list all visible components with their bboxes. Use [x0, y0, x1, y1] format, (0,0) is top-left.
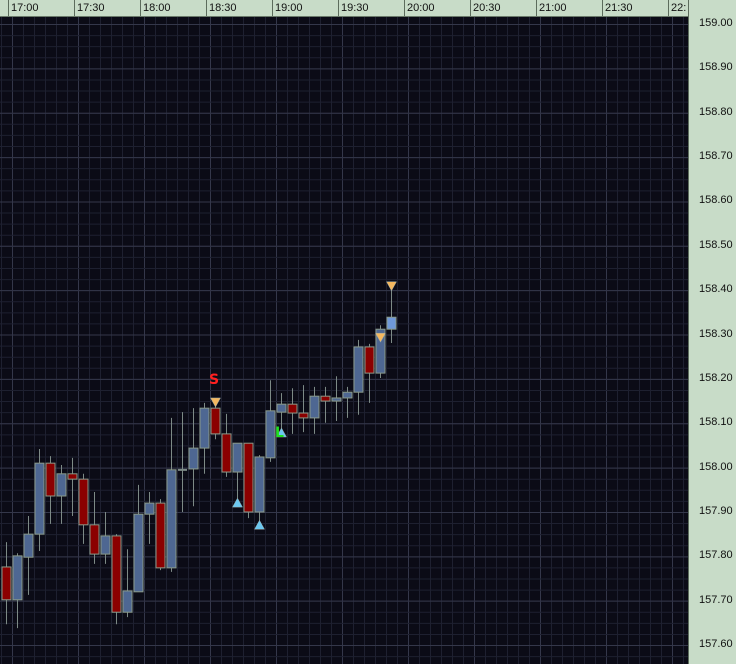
candle-body — [320, 395, 331, 402]
candle-body — [56, 473, 67, 497]
candle-body — [1, 566, 12, 601]
candlestick-chart[interactable]: SL — [0, 17, 688, 664]
candle-body — [210, 407, 221, 435]
candle-body — [232, 442, 243, 473]
time-tick-label: 22: — [668, 0, 686, 16]
price-tick-label: 157.60 — [699, 638, 733, 651]
candle-body — [254, 456, 265, 513]
candle-body — [287, 403, 298, 414]
signal-label-s: S — [209, 372, 219, 388]
time-tick-label: 21:30 — [602, 0, 633, 16]
candle-body — [12, 555, 23, 601]
time-tick-label: 20:00 — [404, 0, 435, 16]
candle-body — [276, 403, 287, 413]
price-tick-label: 158.90 — [699, 61, 733, 74]
price-tick-label: 157.80 — [699, 549, 733, 562]
candle-body — [23, 533, 34, 558]
candle-body — [375, 328, 386, 374]
price-tick-label: 158.10 — [699, 416, 733, 429]
candle-body — [188, 447, 199, 470]
candle-body — [45, 462, 56, 497]
time-tick-label: 18:00 — [140, 0, 171, 16]
candle-body — [309, 395, 320, 419]
buy-signal-icon — [232, 497, 243, 508]
candle-body — [100, 535, 111, 555]
buy-signal-icon — [276, 427, 287, 438]
candle-body — [78, 478, 89, 526]
candle-body — [221, 433, 232, 473]
price-axis[interactable]: 159.00 158.90 158.80 158.70 158.60 158.50 158.… — [688, 0, 736, 664]
time-tick-label: 17:30 — [74, 0, 105, 16]
price-tick-label: 158.00 — [699, 460, 733, 473]
candle-body — [342, 391, 353, 399]
candle-body — [243, 442, 254, 513]
candle-body — [364, 346, 375, 374]
buy-signal-icon — [254, 519, 265, 530]
candle-body — [34, 462, 45, 535]
time-tick-label: 20:30 — [470, 0, 501, 16]
price-tick-label: 158.30 — [699, 327, 733, 340]
sell-signal-icon — [210, 397, 221, 408]
candle-body — [265, 410, 276, 459]
price-tick-label: 157.90 — [699, 504, 733, 517]
candle-body — [133, 513, 144, 593]
candle-body — [155, 502, 166, 569]
candle-body — [386, 316, 397, 330]
candle-body — [331, 397, 342, 402]
time-tick-label: 21:00 — [536, 0, 567, 16]
time-tick-label: 19:30 — [338, 0, 369, 16]
time-tick-label: 17:00 — [8, 0, 39, 16]
price-tick-label: 158.20 — [699, 371, 733, 384]
candle-body — [298, 412, 309, 419]
candle-body — [166, 469, 177, 569]
sell-signal-icon — [375, 332, 386, 343]
time-tick-label: 19:00 — [272, 0, 303, 16]
candle-body — [67, 473, 78, 480]
price-tick-label: 158.40 — [699, 283, 733, 296]
price-tick-label: 158.60 — [699, 194, 733, 207]
candle-body — [122, 590, 133, 613]
candle-body — [199, 407, 210, 449]
price-tick-label: 157.70 — [699, 593, 733, 606]
signal-label-l: L — [275, 425, 284, 441]
price-tick-label: 158.70 — [699, 150, 733, 163]
price-tick-label: 159.00 — [699, 17, 733, 29]
candle-body — [353, 346, 364, 393]
candle-body — [89, 524, 100, 555]
candle-body — [144, 502, 155, 515]
price-tick-label: 158.80 — [699, 105, 733, 118]
sell-signal-icon — [386, 281, 397, 292]
time-tick-label: 18:30 — [206, 0, 237, 16]
time-axis: 17:00 17:30 18:00 18:30 19:00 19:30 20:00 20:30… — [0, 0, 688, 17]
candle-body — [111, 535, 122, 613]
price-tick-label: 158.50 — [699, 238, 733, 251]
